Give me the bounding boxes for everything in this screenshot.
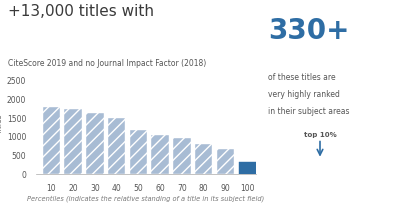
Text: in their subject areas: in their subject areas — [268, 107, 350, 116]
Bar — [130, 130, 147, 174]
Bar — [195, 144, 212, 174]
Text: CiteScore 2019 and no Journal Impact Factor (2018): CiteScore 2019 and no Journal Impact Fac… — [8, 59, 206, 68]
Bar — [86, 113, 104, 174]
Text: very highly ranked: very highly ranked — [268, 90, 340, 99]
Text: 330+: 330+ — [268, 17, 350, 45]
Text: top 10%: top 10% — [304, 132, 336, 138]
Y-axis label: Titles: Titles — [0, 114, 4, 134]
Text: of these titles are: of these titles are — [268, 74, 336, 83]
Text: +13,000 titles with: +13,000 titles with — [8, 4, 154, 19]
Bar — [64, 109, 82, 174]
Bar — [42, 107, 60, 174]
Bar — [238, 162, 256, 174]
X-axis label: Percentiles (indicates the relative standing of a title in its subject field): Percentiles (indicates the relative stan… — [27, 196, 265, 202]
Bar — [217, 148, 234, 174]
Bar — [108, 118, 125, 174]
Bar — [152, 135, 169, 174]
Bar — [173, 138, 191, 174]
